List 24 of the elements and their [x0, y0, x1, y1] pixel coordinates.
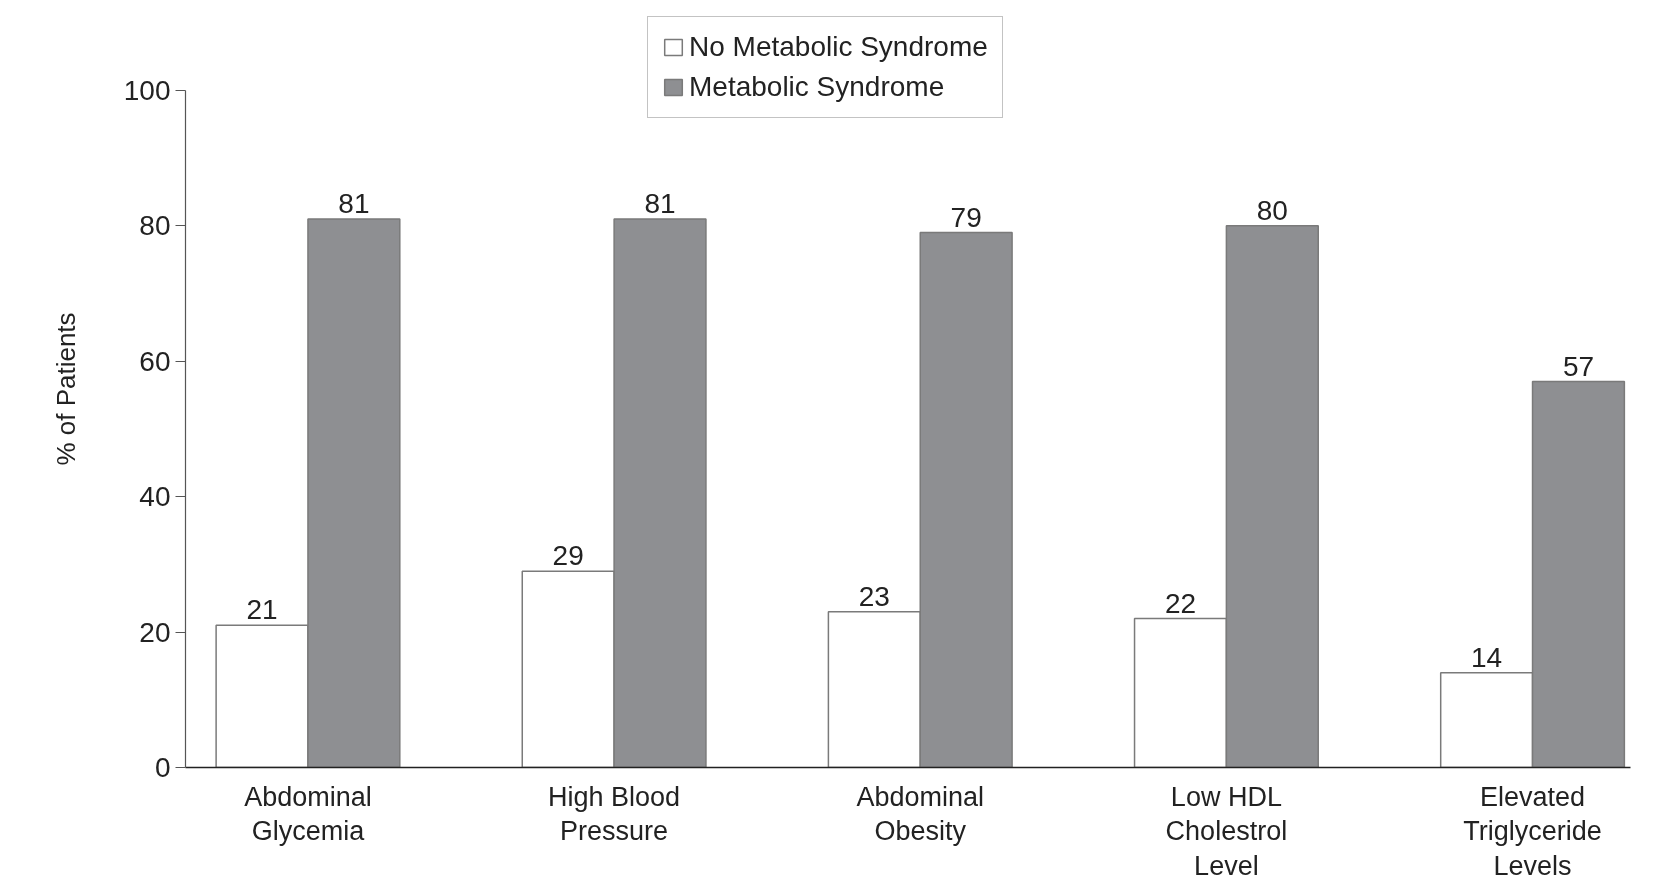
y-tick-label: 80	[139, 210, 171, 242]
y-tick-label: 100	[123, 74, 171, 106]
data-label: 57	[1562, 350, 1595, 382]
data-label: 14	[1471, 641, 1503, 673]
data-label: 23	[858, 580, 890, 612]
legend-label: No Metabolic Syndrome	[689, 31, 988, 63]
x-tick-label: Abdominal Glycemia	[244, 781, 372, 846]
x-tick-label: Elevated Triglyceride Levels	[1463, 781, 1602, 881]
data-label: 80	[1256, 194, 1288, 226]
x-tick-label: High Blood Pressure	[548, 781, 681, 846]
data-label: 21	[246, 594, 278, 626]
y-axis-title: % of Patients	[50, 312, 81, 466]
data-label: 29	[552, 540, 584, 572]
y-tick-label: 20	[139, 616, 171, 648]
y-tick-label: 60	[139, 345, 171, 377]
data-label: 79	[950, 201, 982, 233]
data-label: 81	[644, 188, 676, 220]
data-label: 81	[338, 188, 370, 220]
legend-label: Metabolic Syndrome	[689, 71, 945, 103]
x-tick-label: Abdominal Obesity	[856, 781, 985, 846]
y-tick-label: 0	[154, 752, 171, 783]
data-label: 22	[1164, 587, 1197, 619]
x-tick-label: Low HDL Cholestrol Level	[1165, 781, 1288, 881]
y-tick-label: 40	[139, 481, 171, 513]
